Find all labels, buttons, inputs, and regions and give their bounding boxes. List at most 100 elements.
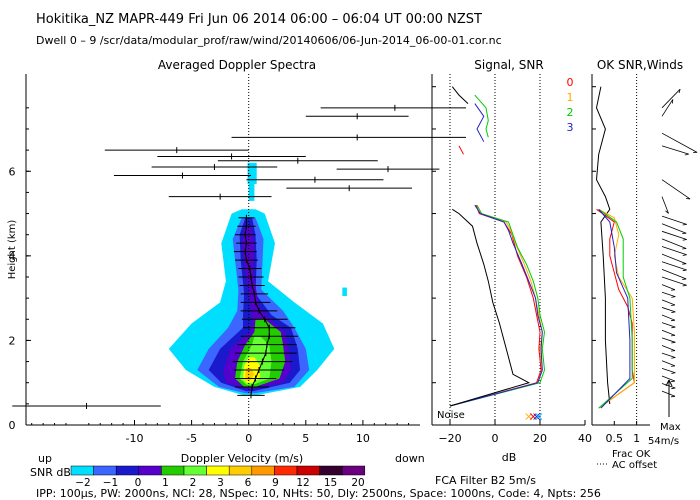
wind-vector-head — [682, 269, 687, 272]
colorbar-tick-label: 2 — [190, 477, 197, 489]
snr-x-tick-label: −20 — [438, 432, 461, 445]
filter-label: FCA Filter B2 5m/s — [435, 474, 536, 487]
wind-vector — [661, 345, 676, 352]
colorbar-swatch — [138, 465, 162, 476]
wind-vector — [661, 223, 687, 234]
wind-vector — [661, 132, 698, 153]
wind-vector-head — [682, 254, 687, 256]
snr-xlabel: dB — [502, 451, 517, 464]
winds-panel: 0.5 1 — [591, 74, 698, 445]
spectra-title: Averaged Doppler Spectra — [158, 58, 316, 72]
snr-series-upper_noise — [451, 86, 469, 104]
winds-x-tick-label: 0.5 — [606, 432, 624, 445]
snr-series-upper_3 — [474, 103, 485, 142]
spectra-y-tick-label: 0 — [9, 419, 16, 432]
wind-vector — [661, 276, 687, 286]
winds-x-tick-label: 1 — [633, 432, 640, 445]
colorbar-tick-label: 9 — [272, 477, 279, 489]
snr-colorbar: −2 −1 0 1 2 3 6 9 12 15 20 — [70, 465, 366, 489]
snr-series-upper_0 — [458, 145, 464, 155]
colorbar-tick-label: −1 — [103, 477, 118, 489]
wind-vector-head — [671, 326, 676, 329]
colorbar-tick-label: 15 — [324, 477, 337, 489]
wind-vector — [661, 215, 687, 225]
colorbar-tick-label: 20 — [351, 477, 364, 489]
label-up: up — [38, 452, 52, 465]
winds-series-frac_ok_3 — [598, 208, 631, 409]
colorbar-tick-label: 6 — [245, 477, 252, 489]
ac-offset-legend: AC offset — [597, 460, 657, 471]
winds-series-frac_ok_1 — [598, 208, 635, 409]
colorbar-swatch — [70, 465, 94, 476]
wind-vector-head — [671, 357, 676, 359]
snr-series-1 — [449, 204, 543, 407]
wind-vector — [661, 314, 676, 321]
noise-label: Noise — [437, 410, 465, 421]
colorbar-swatch — [161, 465, 185, 476]
wind-vector — [661, 367, 676, 374]
header-line2: Dwell 0 – 9 /scr/data/modular_prof/raw/w… — [36, 34, 502, 47]
wind-vector — [661, 253, 687, 265]
wind-vector — [661, 284, 676, 291]
spectra-x-tick-label: -10 — [126, 432, 144, 445]
wind-vector — [661, 145, 689, 155]
channel-label: 0 — [567, 76, 574, 89]
max-value: 54m/s — [648, 436, 679, 447]
noise-cross — [533, 413, 540, 420]
wind-vector — [661, 99, 674, 117]
spectra-y-tick-label: 2 — [9, 334, 16, 347]
colorbar-swatch — [296, 465, 320, 476]
snr-x-tick-label: 40 — [578, 432, 592, 445]
wind-vector-head — [671, 372, 676, 374]
wind-vector — [661, 307, 676, 313]
spectra-xlabel: Doppler Velocity (m/s) — [181, 452, 303, 465]
colorbar-tick-label: 3 — [217, 477, 224, 489]
colorbar-swatch — [93, 465, 117, 476]
wind-vector — [661, 269, 687, 280]
wind-vector — [661, 337, 676, 343]
colorbar-tick-label: 12 — [296, 477, 309, 489]
wind-vector-head — [671, 387, 676, 390]
label-down: down — [395, 452, 425, 465]
colorbar-tick-label: −2 — [75, 477, 90, 489]
spectra-ylabel: Height (km) — [7, 220, 18, 280]
snr-contour-7 — [245, 367, 255, 381]
wind-vector — [661, 299, 676, 306]
wind-vector-head — [671, 311, 676, 313]
wind-vector — [661, 179, 691, 200]
spectra-x-tick-label: -5 — [186, 432, 197, 445]
colorbar-swatch — [251, 465, 275, 476]
channel-label: 1 — [567, 91, 574, 104]
spectra-x-tick-label: 5 — [302, 432, 309, 445]
snr-x-tick-label: 0 — [492, 432, 499, 445]
winds-title: OK SNR,Winds — [597, 58, 683, 72]
wind-vector-head — [665, 210, 669, 214]
max-label: Max — [660, 422, 681, 433]
wind-vector — [661, 291, 676, 298]
max-arrow-head — [668, 379, 673, 387]
spectra-y-tick-label: 4 — [9, 250, 16, 263]
wind-vector — [661, 261, 687, 271]
ac-offset-legend-text: AC offset — [612, 460, 657, 471]
spectra-x-tick-label: 0 — [245, 432, 252, 445]
snr-series-signal — [449, 208, 531, 407]
wind-vector-head — [684, 153, 689, 156]
wind-vector — [661, 88, 681, 109]
snr-panel: −20 0 20 40 0 1 2 3 Noise — [431, 74, 592, 445]
colorbar-swatch — [206, 465, 230, 476]
wind-vector-head — [682, 284, 687, 287]
channel-label: 2 — [567, 106, 574, 119]
snr-patch-2 — [342, 287, 347, 297]
colorbar-swatch — [319, 465, 343, 476]
max-arrow-head — [665, 379, 670, 387]
colorbar-swatch — [228, 465, 253, 476]
spectra-y-tick-label: 6 — [9, 165, 16, 178]
wind-vector — [661, 329, 676, 336]
wind-vector — [661, 352, 676, 358]
snr-patch-1 — [248, 183, 255, 201]
colorbar-swatch — [341, 465, 366, 476]
wind-vector-head — [671, 296, 676, 298]
snr-patch-0 — [247, 162, 257, 184]
winds-series-frac_ok_2 — [598, 208, 633, 409]
